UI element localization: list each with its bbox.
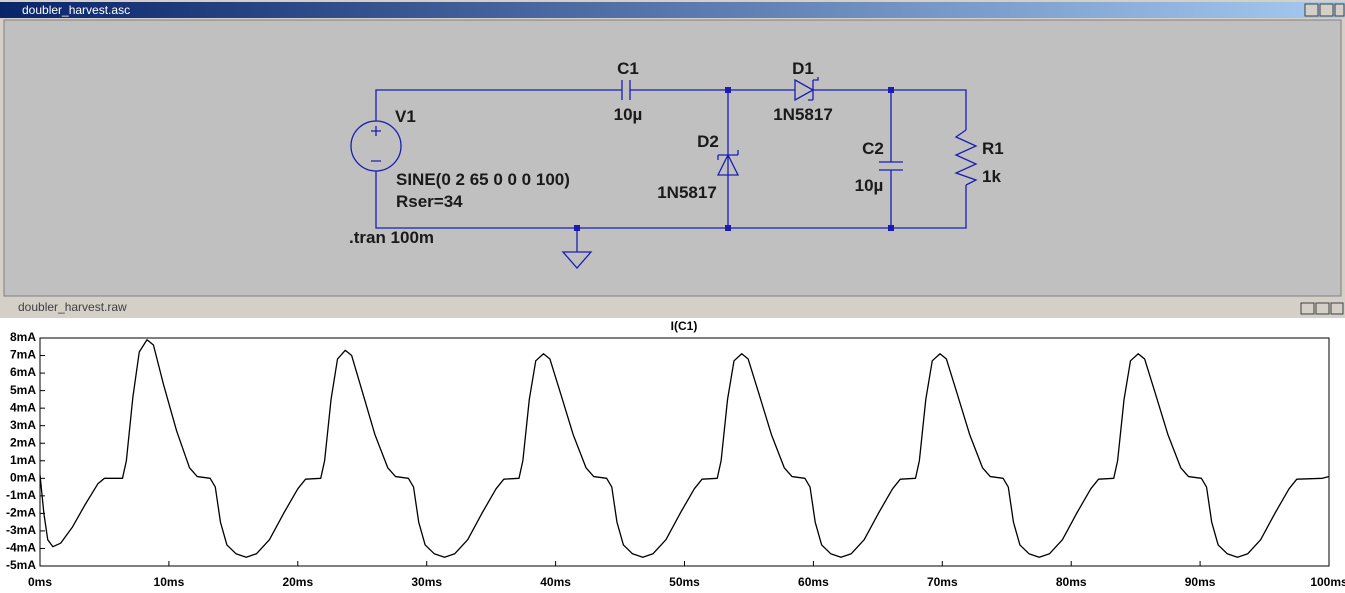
component-name: C1 (617, 59, 639, 78)
x-tick-label: 90ms (1185, 575, 1216, 589)
y-tick-label: -1mA (6, 488, 36, 502)
window-title: doubler_harvest.raw (18, 300, 127, 314)
y-tick-label: 0mA (10, 470, 36, 484)
x-tick-label: 40ms (540, 575, 571, 589)
close-button[interactable] (1334, 3, 1345, 17)
maximize-button[interactable] (1315, 302, 1330, 315)
chart-title: I(C1) (671, 319, 698, 333)
spice-directive: .tran 100m (349, 228, 434, 247)
y-tick-label: 3mA (10, 418, 36, 432)
data-line (39, 339, 1330, 558)
y-tick-label: -2mA (6, 506, 36, 520)
x-tick-label: 80ms (1056, 575, 1087, 589)
component-name: V1 (395, 107, 416, 126)
y-tick-label: 7mA (10, 348, 36, 362)
title-bar (0, 300, 1345, 316)
x-tick-label: 70ms (927, 575, 958, 589)
schematic-canvas (3, 19, 1342, 297)
component-value: 1k (982, 167, 1001, 186)
y-tick-label: 5mA (10, 383, 36, 397)
component-name: D2 (697, 132, 719, 151)
component-value: 1N5817 (773, 105, 833, 124)
x-tick-label: 60ms (798, 575, 829, 589)
title-bar (0, 2, 1345, 18)
y-tick-label: -5mA (6, 558, 36, 572)
maximize-button[interactable] (1319, 3, 1334, 17)
component-name: R1 (982, 139, 1004, 158)
window-buttons[interactable] (1300, 302, 1344, 315)
component-value: 1N5817 (657, 183, 717, 202)
component-value: 10µ (855, 176, 884, 195)
plot-pane (0, 318, 1345, 593)
y-tick-label: -4mA (6, 541, 36, 555)
x-tick-label: 10ms (154, 575, 185, 589)
x-tick-label: 50ms (669, 575, 700, 589)
component-name: D1 (792, 59, 814, 78)
circuit-wires (350, 77, 978, 269)
x-tick-label: 30ms (411, 575, 442, 589)
y-tick-label: 8mA (10, 330, 36, 344)
minimize-button[interactable] (1300, 302, 1315, 315)
x-tick-label: 0ms (28, 575, 52, 589)
x-tick-label: 100ms (1310, 575, 1345, 589)
y-tick-label: -3mA (6, 523, 36, 537)
y-tick-label: 6mA (10, 365, 36, 379)
y-tick-label: 2mA (10, 435, 36, 449)
y-tick-label: 4mA (10, 400, 36, 414)
window-buttons[interactable] (1304, 3, 1345, 17)
window-title: doubler_harvest.asc (22, 3, 130, 17)
component-name: C2 (862, 139, 884, 158)
y-tick-label: 1mA (10, 453, 36, 467)
minimize-button[interactable] (1304, 3, 1319, 17)
source-value: SINE(0 2 65 0 0 0 100) (396, 170, 570, 189)
x-tick-label: 20ms (282, 575, 313, 589)
close-button[interactable] (1330, 302, 1344, 315)
component-value: 10µ (614, 105, 643, 124)
source-param: Rser=34 (396, 192, 463, 211)
